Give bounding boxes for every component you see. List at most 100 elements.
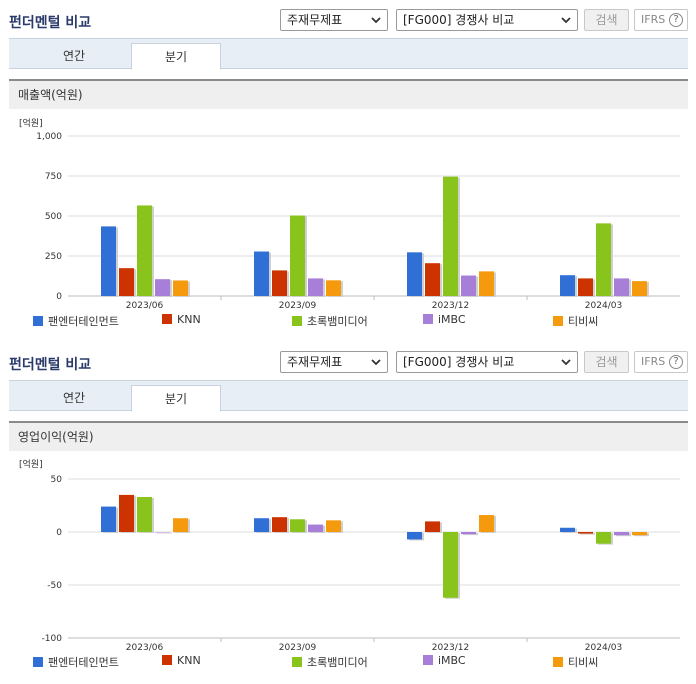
fundamental-panel-revenue: 펀더멘털 비교 주재무제표 [FG000] 경쟁사 비교 검색 IFRS ? 연…	[0, 0, 696, 340]
bar[interactable]	[425, 263, 440, 296]
y-tick-label: 0	[56, 528, 62, 538]
fundamental-panel-operating-profit: 펀더멘털 비교 주재무제표 [FG000] 경쟁사 비교 검색 IFRS ? 연…	[0, 342, 696, 684]
bar[interactable]	[308, 524, 323, 532]
help-icon: ?	[669, 13, 683, 27]
x-tick-label: 2024/03	[585, 643, 622, 653]
statement-type-select[interactable]: 주재무제표	[280, 351, 388, 373]
bar[interactable]	[119, 268, 134, 296]
help-icon: ?	[669, 355, 683, 369]
bar[interactable]	[155, 532, 170, 533]
bar[interactable]	[578, 532, 593, 534]
y-tick-label: 500	[45, 212, 62, 222]
ifrs-label: IFRS	[641, 355, 666, 368]
bar[interactable]	[479, 271, 494, 296]
search-button[interactable]: 검색	[584, 351, 629, 373]
legend-swatch	[423, 314, 433, 324]
chart-legend: 팬엔터테인먼트 KNN 초록뱀미디어 iMBC 티비씨	[0, 313, 696, 329]
legend-item[interactable]: 팬엔터테인먼트	[33, 313, 119, 329]
bar[interactable]	[308, 278, 323, 296]
bar[interactable]	[101, 506, 116, 532]
statement-type-value: 주재무제표	[287, 355, 343, 369]
compare-group-select[interactable]: [FG000] 경쟁사 비교	[396, 9, 578, 31]
legend-item[interactable]: 팬엔터테인먼트	[33, 654, 119, 670]
panel-header: 펀더멘털 비교 주재무제표 [FG000] 경쟁사 비교 검색 IFRS ?	[0, 342, 696, 380]
period-tabs: 연간 분기	[9, 380, 688, 412]
bar[interactable]	[632, 281, 647, 296]
legend-label: iMBC	[438, 313, 466, 326]
bar[interactable]	[407, 532, 422, 540]
bar[interactable]	[632, 532, 647, 536]
legend-label: 티비씨	[568, 656, 599, 669]
y-tick-label: 250	[45, 252, 62, 262]
ifrs-help-button[interactable]: IFRS ?	[634, 9, 688, 31]
tab-quarterly[interactable]: 분기	[131, 385, 221, 412]
bar[interactable]	[461, 532, 476, 535]
legend-item[interactable]: iMBC	[423, 654, 466, 667]
bar[interactable]	[326, 280, 341, 296]
bar[interactable]	[479, 515, 494, 532]
bar[interactable]	[578, 278, 593, 296]
tab-annual[interactable]: 연간	[62, 49, 86, 63]
section-title: 매출액(억원)	[9, 79, 688, 109]
chevron-down-icon	[561, 359, 571, 366]
legend-swatch	[292, 657, 302, 667]
bar[interactable]	[407, 252, 422, 296]
legend-item[interactable]: 초록뱀미디어	[292, 313, 368, 329]
bar[interactable]	[272, 517, 287, 532]
x-tick-label: 2023/06	[126, 301, 164, 311]
legend-item[interactable]: 초록뱀미디어	[292, 654, 368, 670]
bar[interactable]	[443, 176, 458, 296]
bar[interactable]	[614, 278, 629, 296]
bar[interactable]	[155, 279, 170, 296]
legend-swatch	[162, 314, 172, 324]
panel-title: 펀더멘털 비교	[9, 357, 92, 373]
bar[interactable]	[596, 223, 611, 296]
compare-group-select[interactable]: [FG000] 경쟁사 비교	[396, 351, 578, 373]
legend-item[interactable]: iMBC	[423, 313, 466, 326]
bar[interactable]	[290, 215, 305, 296]
bar[interactable]	[101, 226, 116, 296]
legend-swatch	[33, 657, 43, 667]
legend-item[interactable]: KNN	[162, 654, 201, 667]
legend-swatch	[292, 316, 302, 326]
tab-quarterly[interactable]: 분기	[131, 43, 221, 70]
legend-swatch	[553, 657, 563, 667]
ifrs-help-button[interactable]: IFRS ?	[634, 351, 688, 373]
bar[interactable]	[614, 532, 629, 536]
panel-header: 펀더멘털 비교 주재무제표 [FG000] 경쟁사 비교 검색 IFRS ?	[0, 0, 696, 38]
operating-profit-chart: [억원] -100 -50 0 50 2023/06 2023/09 2023/12 2024/…	[19, 458, 680, 653]
tab-annual[interactable]: 연간	[62, 391, 86, 405]
compare-group-value: [FG000] 경쟁사 비교	[403, 355, 515, 369]
bar[interactable]	[290, 519, 305, 532]
bar[interactable]	[443, 532, 458, 598]
bar[interactable]	[254, 518, 269, 532]
bar[interactable]	[173, 518, 188, 532]
bar[interactable]	[596, 532, 611, 544]
bar-shadow	[580, 533, 595, 535]
legend-item[interactable]: KNN	[162, 313, 201, 326]
search-button[interactable]: 검색	[584, 9, 629, 31]
bar[interactable]	[137, 205, 152, 296]
bar[interactable]	[326, 520, 341, 532]
unit-label: [억원]	[19, 117, 43, 129]
legend-label: 초록뱀미디어	[307, 315, 368, 328]
legend-swatch	[162, 655, 172, 665]
bar[interactable]	[173, 280, 188, 296]
legend-label: 초록뱀미디어	[307, 656, 368, 669]
legend-item[interactable]: 티비씨	[553, 313, 598, 329]
bar[interactable]	[272, 270, 287, 296]
legend-label: iMBC	[438, 654, 466, 667]
legend-label: KNN	[177, 654, 201, 667]
bar[interactable]	[461, 275, 476, 296]
legend-label: 티비씨	[568, 315, 599, 328]
bar[interactable]	[119, 494, 134, 532]
bar[interactable]	[560, 527, 575, 532]
bar[interactable]	[137, 497, 152, 532]
bar[interactable]	[254, 251, 269, 296]
bar-shadow	[157, 533, 172, 534]
bar[interactable]	[560, 275, 575, 296]
legend-item[interactable]: 티비씨	[553, 654, 598, 670]
statement-type-select[interactable]: 주재무제표	[280, 9, 388, 31]
x-tick-label: 2023/09	[279, 301, 317, 311]
bar[interactable]	[425, 521, 440, 532]
